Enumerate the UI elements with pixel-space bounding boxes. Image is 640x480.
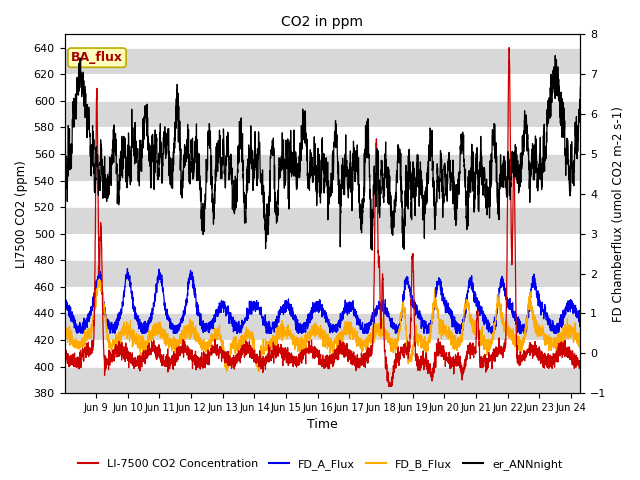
- Bar: [65, 367, 580, 393]
- FD_B_Flux: [281, 330, 289, 336]
- Bar: [65, 154, 580, 180]
- Line: FD_B_Flux: FD_B_Flux: [65, 279, 580, 372]
- Line: FD_A_Flux: FD_A_Flux: [65, 266, 580, 333]
- FD_B_Flux: [566, 332, 574, 337]
- LI-7500 CO2 Concentration: [385, 384, 393, 389]
- LI-7500 CO2 Concentration: [61, 350, 68, 356]
- FD_A_Flux: [61, 299, 68, 305]
- er_ANNnight: [368, 247, 376, 253]
- Bar: [65, 207, 580, 234]
- X-axis label: Time: Time: [307, 419, 338, 432]
- er_ANNnight: [577, 84, 584, 90]
- FD_A_Flux: [73, 330, 81, 336]
- LI-7500 CO2 Concentration: [120, 351, 127, 357]
- LI-7500 CO2 Concentration: [259, 365, 266, 371]
- FD_A_Flux: [95, 264, 102, 269]
- er_ANNnight: [120, 164, 127, 169]
- FD_B_Flux: [61, 315, 68, 321]
- FD_A_Flux: [281, 310, 289, 315]
- LI-7500 CO2 Concentration: [511, 222, 519, 228]
- FD_A_Flux: [259, 318, 266, 324]
- FD_B_Flux: [577, 345, 584, 351]
- FD_A_Flux: [511, 309, 519, 314]
- er_ANNnight: [259, 183, 266, 189]
- FD_A_Flux: [120, 290, 127, 296]
- Line: LI-7500 CO2 Concentration: LI-7500 CO2 Concentration: [65, 48, 580, 386]
- er_ANNnight: [566, 189, 574, 194]
- er_ANNnight: [61, 166, 68, 171]
- LI-7500 CO2 Concentration: [566, 348, 574, 354]
- FD_B_Flux: [150, 333, 158, 339]
- FD_A_Flux: [566, 297, 574, 302]
- FD_B_Flux: [255, 369, 262, 374]
- Bar: [65, 48, 580, 74]
- LI-7500 CO2 Concentration: [281, 353, 289, 359]
- er_ANNnight: [511, 164, 518, 169]
- FD_A_Flux: [577, 321, 584, 326]
- Y-axis label: LI7500 CO2 (ppm): LI7500 CO2 (ppm): [15, 160, 28, 268]
- FD_B_Flux: [511, 340, 519, 346]
- LI-7500 CO2 Concentration: [506, 45, 513, 50]
- FD_B_Flux: [95, 276, 103, 282]
- Bar: [65, 260, 580, 287]
- Bar: [65, 101, 580, 127]
- er_ANNnight: [281, 180, 289, 186]
- LI-7500 CO2 Concentration: [150, 342, 158, 348]
- FD_A_Flux: [150, 303, 158, 309]
- FD_B_Flux: [120, 324, 127, 329]
- er_ANNnight: [150, 169, 158, 175]
- Legend: LI-7500 CO2 Concentration, FD_A_Flux, FD_B_Flux, er_ANNnight: LI-7500 CO2 Concentration, FD_A_Flux, FD…: [74, 455, 566, 474]
- er_ANNnight: [552, 53, 559, 59]
- Y-axis label: FD Chamberflux (umol CO2 m-2 s-1): FD Chamberflux (umol CO2 m-2 s-1): [612, 106, 625, 322]
- Text: BA_flux: BA_flux: [71, 51, 123, 64]
- Line: er_ANNnight: er_ANNnight: [65, 56, 580, 250]
- Title: CO2 in ppm: CO2 in ppm: [282, 15, 364, 29]
- FD_B_Flux: [259, 346, 266, 352]
- Bar: [65, 313, 580, 340]
- LI-7500 CO2 Concentration: [577, 359, 584, 365]
